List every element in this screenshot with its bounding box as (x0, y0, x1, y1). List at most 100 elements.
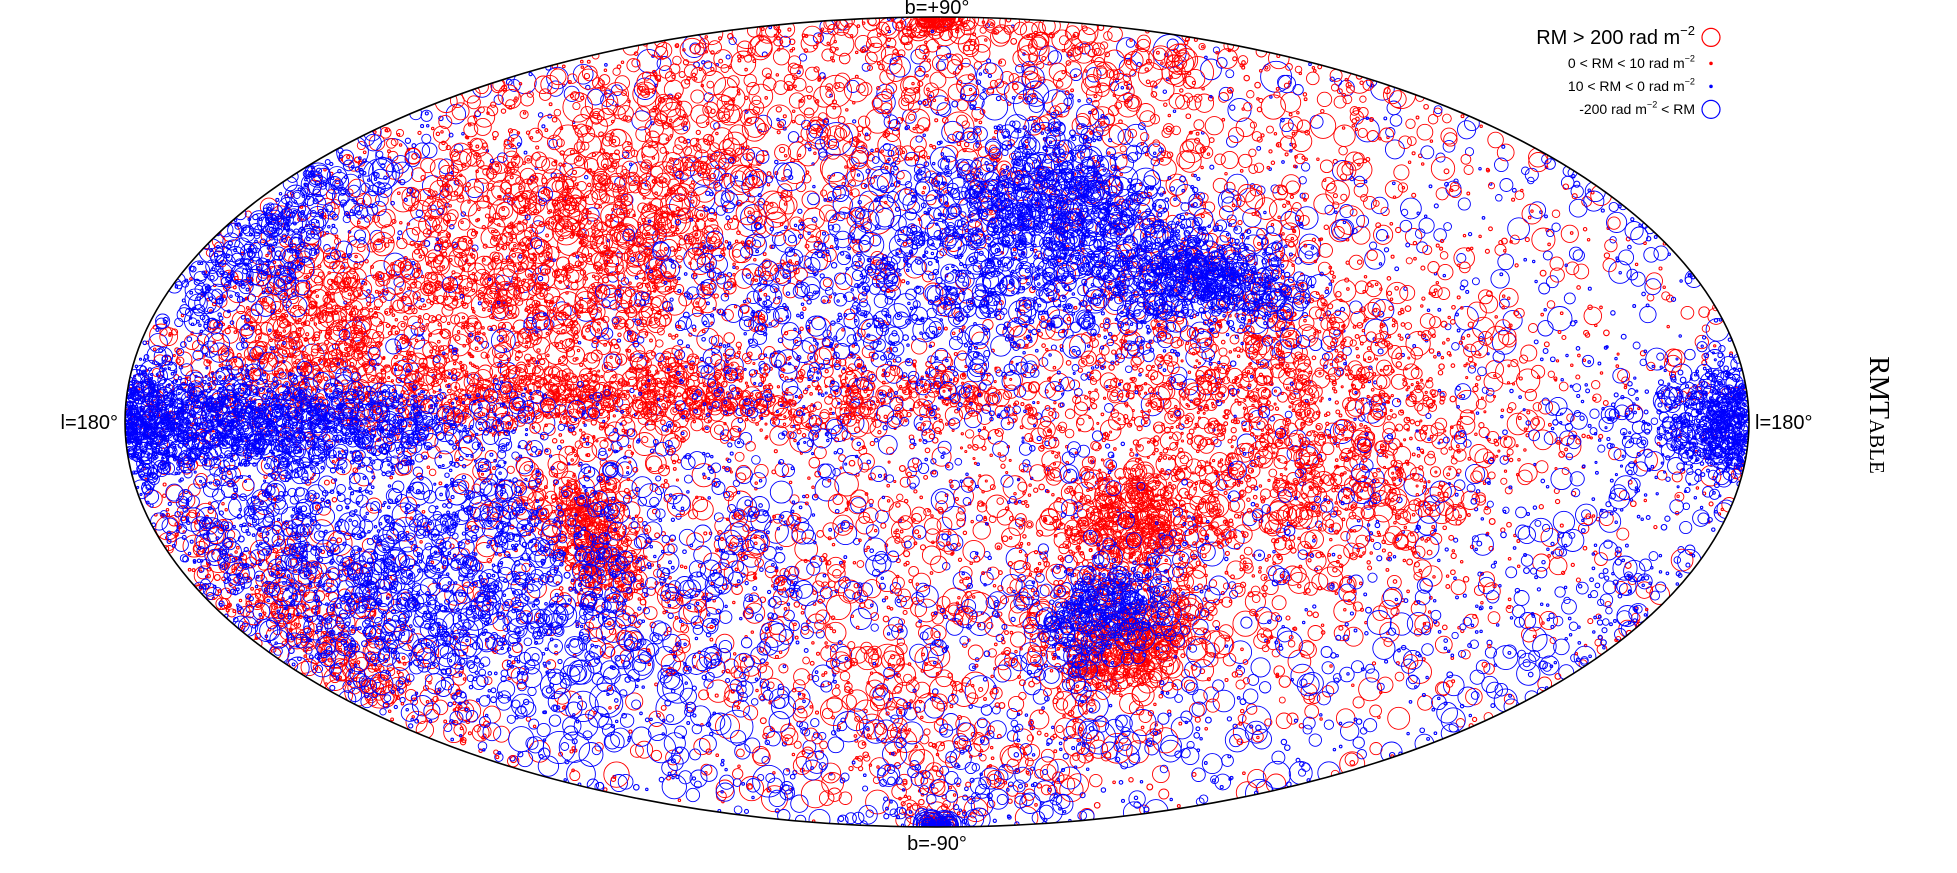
negative-rm-marker (1370, 242, 1377, 249)
positive-rm-marker (756, 689, 758, 691)
negative-rm-marker (1194, 733, 1200, 739)
positive-rm-marker (1405, 306, 1411, 312)
positive-rm-marker (597, 108, 615, 126)
positive-rm-marker (707, 122, 709, 124)
negative-rm-marker (1357, 750, 1366, 759)
negative-rm-marker (252, 625, 255, 628)
positive-rm-marker (895, 414, 897, 416)
positive-rm-marker (694, 274, 696, 276)
negative-rm-marker (1213, 690, 1235, 712)
negative-rm-marker (799, 54, 806, 61)
positive-rm-marker (1413, 241, 1416, 244)
negative-rm-marker (1500, 273, 1503, 276)
negative-rm-marker (1384, 117, 1387, 120)
positive-rm-marker (826, 104, 841, 119)
positive-rm-marker (389, 710, 391, 712)
negative-rm-marker (1343, 221, 1345, 223)
negative-rm-marker (1278, 75, 1295, 92)
positive-rm-marker (1034, 488, 1038, 492)
negative-rm-marker (955, 458, 962, 465)
positive-rm-marker (691, 67, 706, 82)
negative-rm-marker (758, 774, 764, 780)
positive-rm-marker (419, 316, 421, 318)
positive-rm-marker (629, 282, 631, 284)
negative-rm-marker (1645, 576, 1649, 580)
negative-rm-marker (1438, 389, 1440, 391)
negative-rm-marker (1585, 384, 1587, 386)
negative-rm-marker (706, 427, 709, 430)
positive-rm-marker (1307, 611, 1312, 616)
positive-rm-marker (1360, 582, 1363, 585)
positive-rm-marker (788, 28, 791, 31)
positive-rm-marker (1640, 351, 1645, 356)
negative-rm-marker (1482, 217, 1485, 220)
negative-rm-marker (1547, 618, 1549, 620)
positive-rm-marker (1556, 499, 1560, 503)
positive-rm-marker (527, 159, 529, 161)
positive-rm-marker (1264, 65, 1270, 71)
positive-rm-marker (1508, 598, 1511, 601)
positive-rm-marker (669, 334, 672, 337)
negative-rm-marker (983, 89, 985, 91)
positive-rm-marker (655, 533, 660, 538)
positive-rm-marker (468, 526, 471, 529)
positive-rm-marker (681, 624, 683, 626)
negative-rm-marker (1640, 306, 1656, 322)
positive-rm-marker (773, 772, 775, 774)
positive-rm-marker (626, 693, 643, 710)
negative-rm-marker (694, 62, 700, 68)
positive-rm-marker (1471, 247, 1473, 249)
negative-rm-marker (853, 120, 856, 123)
positive-rm-marker (1109, 123, 1130, 144)
positive-rm-marker (577, 349, 579, 351)
negative-rm-marker (969, 705, 972, 708)
positive-rm-marker (1073, 42, 1094, 63)
positive-rm-marker (696, 302, 698, 304)
positive-rm-marker (1353, 697, 1364, 708)
positive-rm-marker (1255, 82, 1261, 88)
negative-rm-marker (1576, 347, 1580, 351)
negative-rm-marker (884, 814, 889, 819)
positive-rm-marker (602, 99, 617, 114)
positive-rm-marker (1538, 376, 1540, 378)
positive-rm-marker (734, 305, 736, 307)
negative-rm-marker (1457, 254, 1466, 263)
positive-rm-marker (1659, 267, 1662, 270)
positive-rm-marker (494, 239, 496, 241)
negative-rm-marker (1506, 567, 1517, 578)
negative-rm-marker (1335, 211, 1337, 213)
positive-rm-marker (390, 476, 393, 479)
positive-rm-marker (1430, 285, 1443, 298)
positive-rm-marker (306, 333, 309, 336)
positive-rm-marker (1159, 789, 1169, 799)
positive-rm-marker (1433, 576, 1435, 578)
positive-rm-marker (800, 327, 803, 330)
negative-rm-marker (733, 480, 739, 486)
positive-rm-marker (519, 186, 522, 189)
negative-rm-marker (942, 563, 950, 571)
positive-rm-marker (1512, 198, 1515, 201)
positive-rm-marker (832, 716, 835, 719)
negative-rm-marker (1205, 56, 1208, 59)
negative-rm-marker (1303, 621, 1305, 623)
negative-rm-marker (427, 125, 429, 127)
negative-rm-marker (1630, 499, 1632, 501)
negative-rm-marker (769, 26, 772, 29)
negative-rm-marker (1714, 319, 1717, 322)
positive-rm-marker (710, 173, 715, 178)
positive-rm-marker (490, 291, 492, 293)
positive-rm-marker (938, 327, 940, 329)
negative-rm-marker (1078, 100, 1080, 102)
positive-rm-marker (1616, 365, 1619, 368)
positive-rm-marker (593, 224, 596, 227)
negative-rm-marker (730, 452, 733, 455)
negative-rm-marker (671, 518, 674, 521)
negative-rm-marker (861, 509, 864, 512)
negative-rm-marker (699, 735, 716, 752)
positive-rm-marker (1002, 536, 1008, 542)
negative-rm-marker (768, 590, 771, 593)
negative-rm-marker (1384, 248, 1388, 252)
negative-rm-marker (1429, 185, 1432, 188)
negative-rm-marker (745, 500, 751, 506)
negative-rm-marker (785, 226, 787, 228)
